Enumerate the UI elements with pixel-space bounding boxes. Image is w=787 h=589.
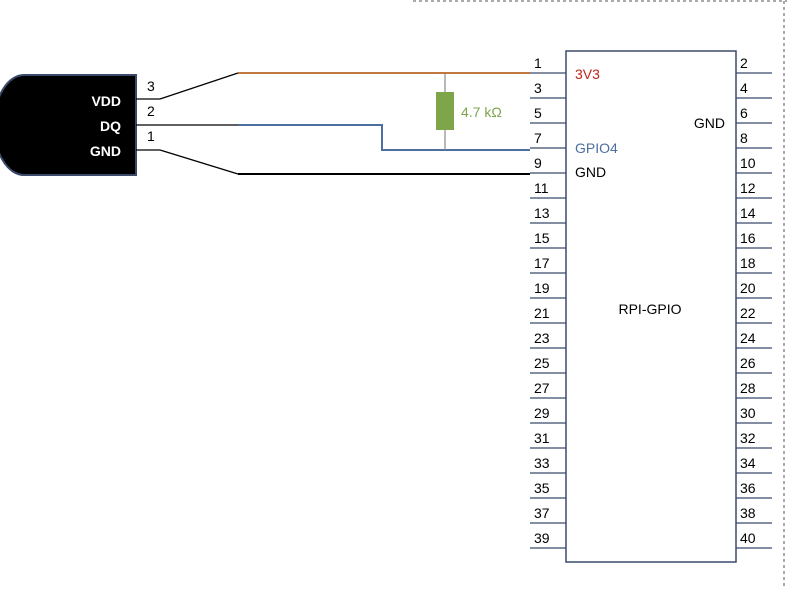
gpio-pin-number-right: 28 bbox=[740, 380, 756, 396]
gpio-pin-number-right: 36 bbox=[740, 480, 756, 496]
gpio-pin-number-right: 20 bbox=[740, 280, 756, 296]
gpio-pin-number-left: 5 bbox=[534, 105, 542, 121]
gpio-pin-number-right: 16 bbox=[740, 230, 756, 246]
gpio-pin-number-left: 7 bbox=[534, 130, 542, 146]
gpio-pin-number-left: 19 bbox=[534, 280, 550, 296]
gpio-pin-number-right: 24 bbox=[740, 330, 756, 346]
gpio-pin-number-right: 8 bbox=[740, 130, 748, 146]
signal-label-gnd-left: GND bbox=[575, 164, 606, 180]
gpio-pin-number-right: 38 bbox=[740, 505, 756, 521]
signal-label-gnd-right: GND bbox=[694, 115, 725, 131]
gpio-pin-number-right: 40 bbox=[740, 530, 756, 546]
resistor-body bbox=[436, 92, 454, 130]
gpio-pin-number-right: 6 bbox=[740, 105, 748, 121]
gpio-board bbox=[565, 50, 737, 563]
gpio-pin-number-right: 4 bbox=[740, 80, 748, 96]
gpio-pin-number-left: 21 bbox=[534, 305, 550, 321]
gpio-pin-number-right: 10 bbox=[740, 155, 756, 171]
gpio-pin-number-right: 14 bbox=[740, 205, 756, 221]
gpio-pin-number-left: 29 bbox=[534, 405, 550, 421]
sensor-body bbox=[0, 75, 136, 175]
gpio-pin-number-right: 30 bbox=[740, 405, 756, 421]
gpio-pin-number-left: 27 bbox=[534, 380, 550, 396]
sensor-pin-label-gnd: GND bbox=[90, 143, 121, 159]
gpio-pin-number-right: 12 bbox=[740, 180, 756, 196]
wire-vdd-diagonal bbox=[159, 72, 239, 100]
gpio-pin-number-left: 3 bbox=[534, 80, 542, 96]
sensor-pin-label-vdd: VDD bbox=[91, 93, 121, 109]
gpio-pin-number-left: 23 bbox=[534, 330, 550, 346]
gpio-pin-number-left: 1 bbox=[534, 55, 542, 71]
resistor-value-label: 4.7 kΩ bbox=[461, 104, 502, 120]
temperature-sensor: VDD DQ GND bbox=[0, 74, 137, 176]
signal-label-gpio4: GPIO4 bbox=[575, 140, 618, 156]
gpio-pin-number-right: 26 bbox=[740, 355, 756, 371]
sensor-lead-number-gnd: 1 bbox=[147, 128, 155, 144]
gpio-pin-number-left: 25 bbox=[534, 355, 550, 371]
gpio-pin-number-right: 22 bbox=[740, 305, 756, 321]
gpio-pin-number-left: 31 bbox=[534, 430, 550, 446]
gpio-board-name: RPI-GPIO bbox=[618, 301, 681, 317]
sensor-pin-label-dq: DQ bbox=[100, 118, 121, 134]
gpio-pin-number-left: 13 bbox=[534, 205, 550, 221]
sensor-lead-number-dq: 2 bbox=[147, 103, 155, 119]
gpio-pin-number-left: 33 bbox=[534, 455, 550, 471]
sensor-lead-number-vdd: 3 bbox=[147, 78, 155, 94]
gpio-pin-number-right: 32 bbox=[740, 430, 756, 446]
gpio-pin-number-left: 11 bbox=[534, 180, 549, 196]
gpio-pin-number-left: 39 bbox=[534, 530, 550, 546]
gpio-pin-number-left: 17 bbox=[534, 255, 550, 271]
gpio-pin-number-right: 2 bbox=[740, 55, 748, 71]
wire-dq bbox=[238, 124, 530, 151]
wire-gnd-diagonal bbox=[159, 149, 239, 175]
pullup-resistor: 4.7 kΩ bbox=[436, 73, 502, 150]
sensor-outline bbox=[0, 74, 137, 176]
gpio-pin-number-left: 9 bbox=[534, 155, 542, 171]
gpio-pin-number-left: 37 bbox=[534, 505, 550, 521]
gpio-pin-number-right: 18 bbox=[740, 255, 756, 271]
gpio-pin-number-left: 15 bbox=[534, 230, 550, 246]
signal-label-3v3: 3V3 bbox=[575, 66, 600, 82]
gpio-pin-number-right: 34 bbox=[740, 455, 756, 471]
gpio-pin-number-left: 35 bbox=[534, 480, 550, 496]
